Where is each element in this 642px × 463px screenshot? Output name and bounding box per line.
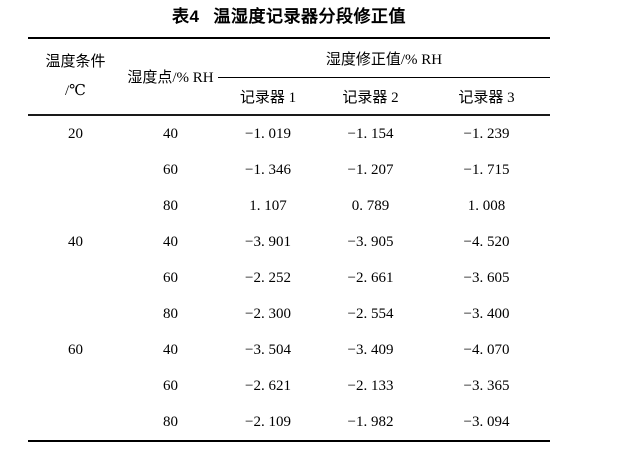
humidity-point-cell: 80 bbox=[163, 197, 178, 214]
header-recorder-3: 记录器 3 bbox=[458, 89, 515, 106]
temp-condition-cell bbox=[28, 260, 123, 296]
humidity-point-cell: 60 bbox=[163, 161, 178, 178]
header-temp-condition-line2: /℃ bbox=[65, 82, 86, 99]
humidity-point-cell: 40 bbox=[163, 341, 178, 358]
table-caption-text: 温湿度记录器分段修正值 bbox=[213, 7, 406, 26]
header-correction-group: 湿度修正值/% RH bbox=[218, 38, 551, 78]
temp-condition-cell bbox=[28, 404, 123, 441]
correction-table: 温度条件 /℃ 湿度点/% RH 湿度修正值/% RH 记录器 1 记录器 2 … bbox=[28, 37, 551, 442]
recorder1-value-cell: −2. 252 bbox=[245, 269, 291, 286]
temp-condition-cell: 40 bbox=[68, 233, 83, 250]
table-row: 60 −2. 621 −2. 133 −3. 365 bbox=[28, 368, 550, 404]
humidity-point-cell: 40 bbox=[163, 125, 178, 142]
recorder3-value-cell: −3. 400 bbox=[463, 305, 510, 322]
table-caption: 表4 温湿度记录器分段修正值 bbox=[28, 0, 550, 28]
recorder2-value-cell: −2. 661 bbox=[347, 269, 394, 286]
recorder3-value-cell: −4. 520 bbox=[463, 233, 510, 250]
temp-condition-cell bbox=[28, 368, 123, 404]
table-header: 温度条件 /℃ 湿度点/% RH 湿度修正值/% RH 记录器 1 记录器 2 … bbox=[28, 38, 551, 116]
recorder2-value-cell: −1. 207 bbox=[347, 161, 394, 178]
table-row: 80 1. 107 0. 789 1. 008 bbox=[28, 188, 550, 224]
temp-condition-cell bbox=[28, 188, 123, 224]
recorder1-value-cell: −3. 901 bbox=[245, 233, 291, 250]
recorder1-value-cell: −2. 621 bbox=[245, 377, 291, 394]
table-row: 20 40 −1. 019 −1. 154 −1. 239 bbox=[28, 115, 550, 152]
humidity-point-cell: 60 bbox=[163, 269, 178, 286]
table-caption-label: 表4 bbox=[172, 7, 200, 26]
recorder2-value-cell: −2. 554 bbox=[347, 305, 394, 322]
table-row: 80 −2. 109 −1. 982 −3. 094 bbox=[28, 404, 550, 441]
temp-condition-cell bbox=[28, 152, 123, 188]
recorder2-value-cell: −1. 982 bbox=[347, 413, 394, 430]
table-row: 80 −2. 300 −2. 554 −3. 400 bbox=[28, 296, 550, 332]
header-recorder-1: 记录器 1 bbox=[239, 89, 297, 106]
temp-condition-cell bbox=[28, 296, 123, 332]
recorder1-value-cell: −2. 109 bbox=[245, 413, 291, 430]
recorder2-value-cell: −1. 154 bbox=[347, 125, 394, 142]
recorder2-value-cell: 0. 789 bbox=[351, 197, 390, 214]
recorder3-value-cell: −1. 715 bbox=[463, 161, 510, 178]
recorder1-value-cell: −2. 300 bbox=[245, 305, 291, 322]
recorder3-value-cell: −3. 365 bbox=[463, 377, 510, 394]
humidity-point-cell: 40 bbox=[163, 233, 178, 250]
recorder3-value-cell: −3. 605 bbox=[463, 269, 510, 286]
recorder1-value-cell: −1. 019 bbox=[245, 125, 291, 142]
recorder1-value-cell: −1. 346 bbox=[245, 161, 291, 178]
recorder3-value-cell: −3. 094 bbox=[463, 413, 510, 430]
recorder2-value-cell: −2. 133 bbox=[347, 377, 394, 394]
header-row-top: 温度条件 /℃ 湿度点/% RH 湿度修正值/% RH bbox=[28, 38, 551, 99]
table-row: 60 40 −3. 504 −3. 409 −4. 070 bbox=[28, 332, 550, 368]
table-row: 60 −2. 252 −2. 661 −3. 605 bbox=[28, 260, 550, 296]
recorder1-value-cell: −3. 504 bbox=[245, 341, 291, 358]
recorder3-value-cell: −1. 239 bbox=[463, 125, 510, 142]
header-recorder-2: 记录器 2 bbox=[342, 89, 399, 106]
temp-condition-cell: 20 bbox=[68, 125, 83, 142]
recorder2-value-cell: −3. 409 bbox=[347, 341, 394, 358]
header-temp-condition-line1: 温度条件 bbox=[45, 53, 106, 70]
header-humidity-point: 湿度点/% RH bbox=[127, 70, 214, 86]
table-row: 60 −1. 346 −1. 207 −1. 715 bbox=[28, 152, 550, 188]
recorder3-value-cell: −4. 070 bbox=[463, 341, 510, 358]
humidity-point-cell: 60 bbox=[163, 377, 178, 394]
recorder2-value-cell: −3. 905 bbox=[347, 233, 394, 250]
temp-condition-cell: 60 bbox=[68, 341, 83, 358]
header-row-recorders: 记录器 1 记录器 2 记录器 3 bbox=[28, 78, 550, 116]
header-temp-condition: 温度条件 /℃ bbox=[28, 38, 123, 115]
table-row: 40 40 −3. 901 −3. 905 −4. 520 bbox=[28, 224, 550, 260]
humidity-point-cell: 80 bbox=[163, 413, 178, 430]
humidity-point-cell: 80 bbox=[163, 305, 178, 322]
recorder3-value-cell: 1. 008 bbox=[467, 197, 506, 214]
recorder1-value-cell: 1. 107 bbox=[249, 197, 287, 214]
table-body: 20 40 −1. 019 −1. 154 −1. 239 60 −1. 346 −1. 20… bbox=[28, 115, 550, 441]
